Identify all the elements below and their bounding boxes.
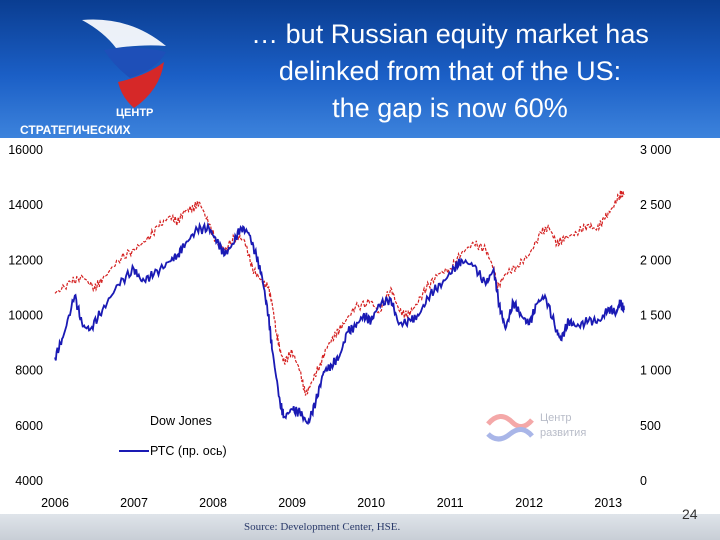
watermark-line-1: Центр — [540, 412, 572, 424]
rts-line — [54, 221, 625, 425]
right-axis-ticks: 3 000 2 500 2 000 1 500 1 000 500 0 — [640, 143, 671, 488]
right-tick-label: 2 000 — [640, 253, 671, 267]
x-axis-ticks: 2006 2007 2008 2009 2010 2011 2012 2013 — [41, 496, 622, 510]
slide-title: … but Russian equity market has delinked… — [200, 16, 700, 127]
x-tick-label: 2013 — [594, 496, 622, 510]
x-tick-label: 2009 — [278, 496, 306, 510]
logo-text-top: ЦЕНТР — [116, 107, 153, 119]
right-tick-label: 0 — [640, 474, 647, 488]
x-tick-label: 2011 — [437, 496, 464, 510]
legend-label-rts: РТС (пр. ось) — [150, 444, 227, 458]
page-number: 24 — [682, 506, 698, 522]
chart-legend: Dow Jones РТС (пр. ось) — [119, 414, 227, 458]
title-line-3: the gap is now 60% — [332, 93, 568, 123]
x-tick-label: 2007 — [120, 496, 148, 510]
x-tick-label: 2012 — [515, 496, 543, 510]
right-tick-label: 3 000 — [640, 143, 671, 157]
legend-label-dow-jones: Dow Jones — [150, 414, 212, 428]
x-tick-label: 2006 — [41, 496, 69, 510]
x-tick-label: 2008 — [199, 496, 227, 510]
watermark-logo: Центр развития — [486, 412, 586, 442]
series-layer — [54, 190, 625, 425]
left-tick-label: 14000 — [8, 198, 43, 212]
dow-jones-line — [54, 190, 625, 396]
right-tick-label: 1 000 — [640, 364, 671, 378]
source-note: Source: Development Center, HSE. — [244, 521, 401, 533]
left-axis-ticks: 16000 14000 12000 10000 8000 6000 4000 — [8, 143, 43, 488]
line-chart: 16000 14000 12000 10000 8000 6000 4000 3 000 2 … — [8, 143, 671, 510]
slide-footer — [0, 514, 720, 540]
title-line-2: delinked from that of the US: — [278, 56, 622, 86]
center-logo: ЦЕНТР СТРАТЕГИЧЕСКИХ — [20, 19, 166, 136]
logo-text-bottom: СТРАТЕГИЧЕСКИХ — [20, 123, 131, 136]
right-tick-label: 2 500 — [640, 198, 671, 212]
left-tick-label: 4000 — [15, 474, 43, 488]
left-tick-label: 6000 — [15, 419, 43, 433]
title-line-1: … but Russian equity market has — [251, 19, 649, 49]
watermark-line-2: развития — [540, 427, 586, 439]
left-tick-label: 12000 — [8, 253, 43, 267]
left-tick-label: 16000 — [8, 143, 43, 157]
left-tick-label: 8000 — [15, 364, 43, 378]
left-tick-label: 10000 — [8, 309, 43, 323]
right-tick-label: 500 — [640, 419, 661, 433]
x-tick-label: 2010 — [357, 496, 385, 510]
right-tick-label: 1 500 — [640, 309, 671, 323]
